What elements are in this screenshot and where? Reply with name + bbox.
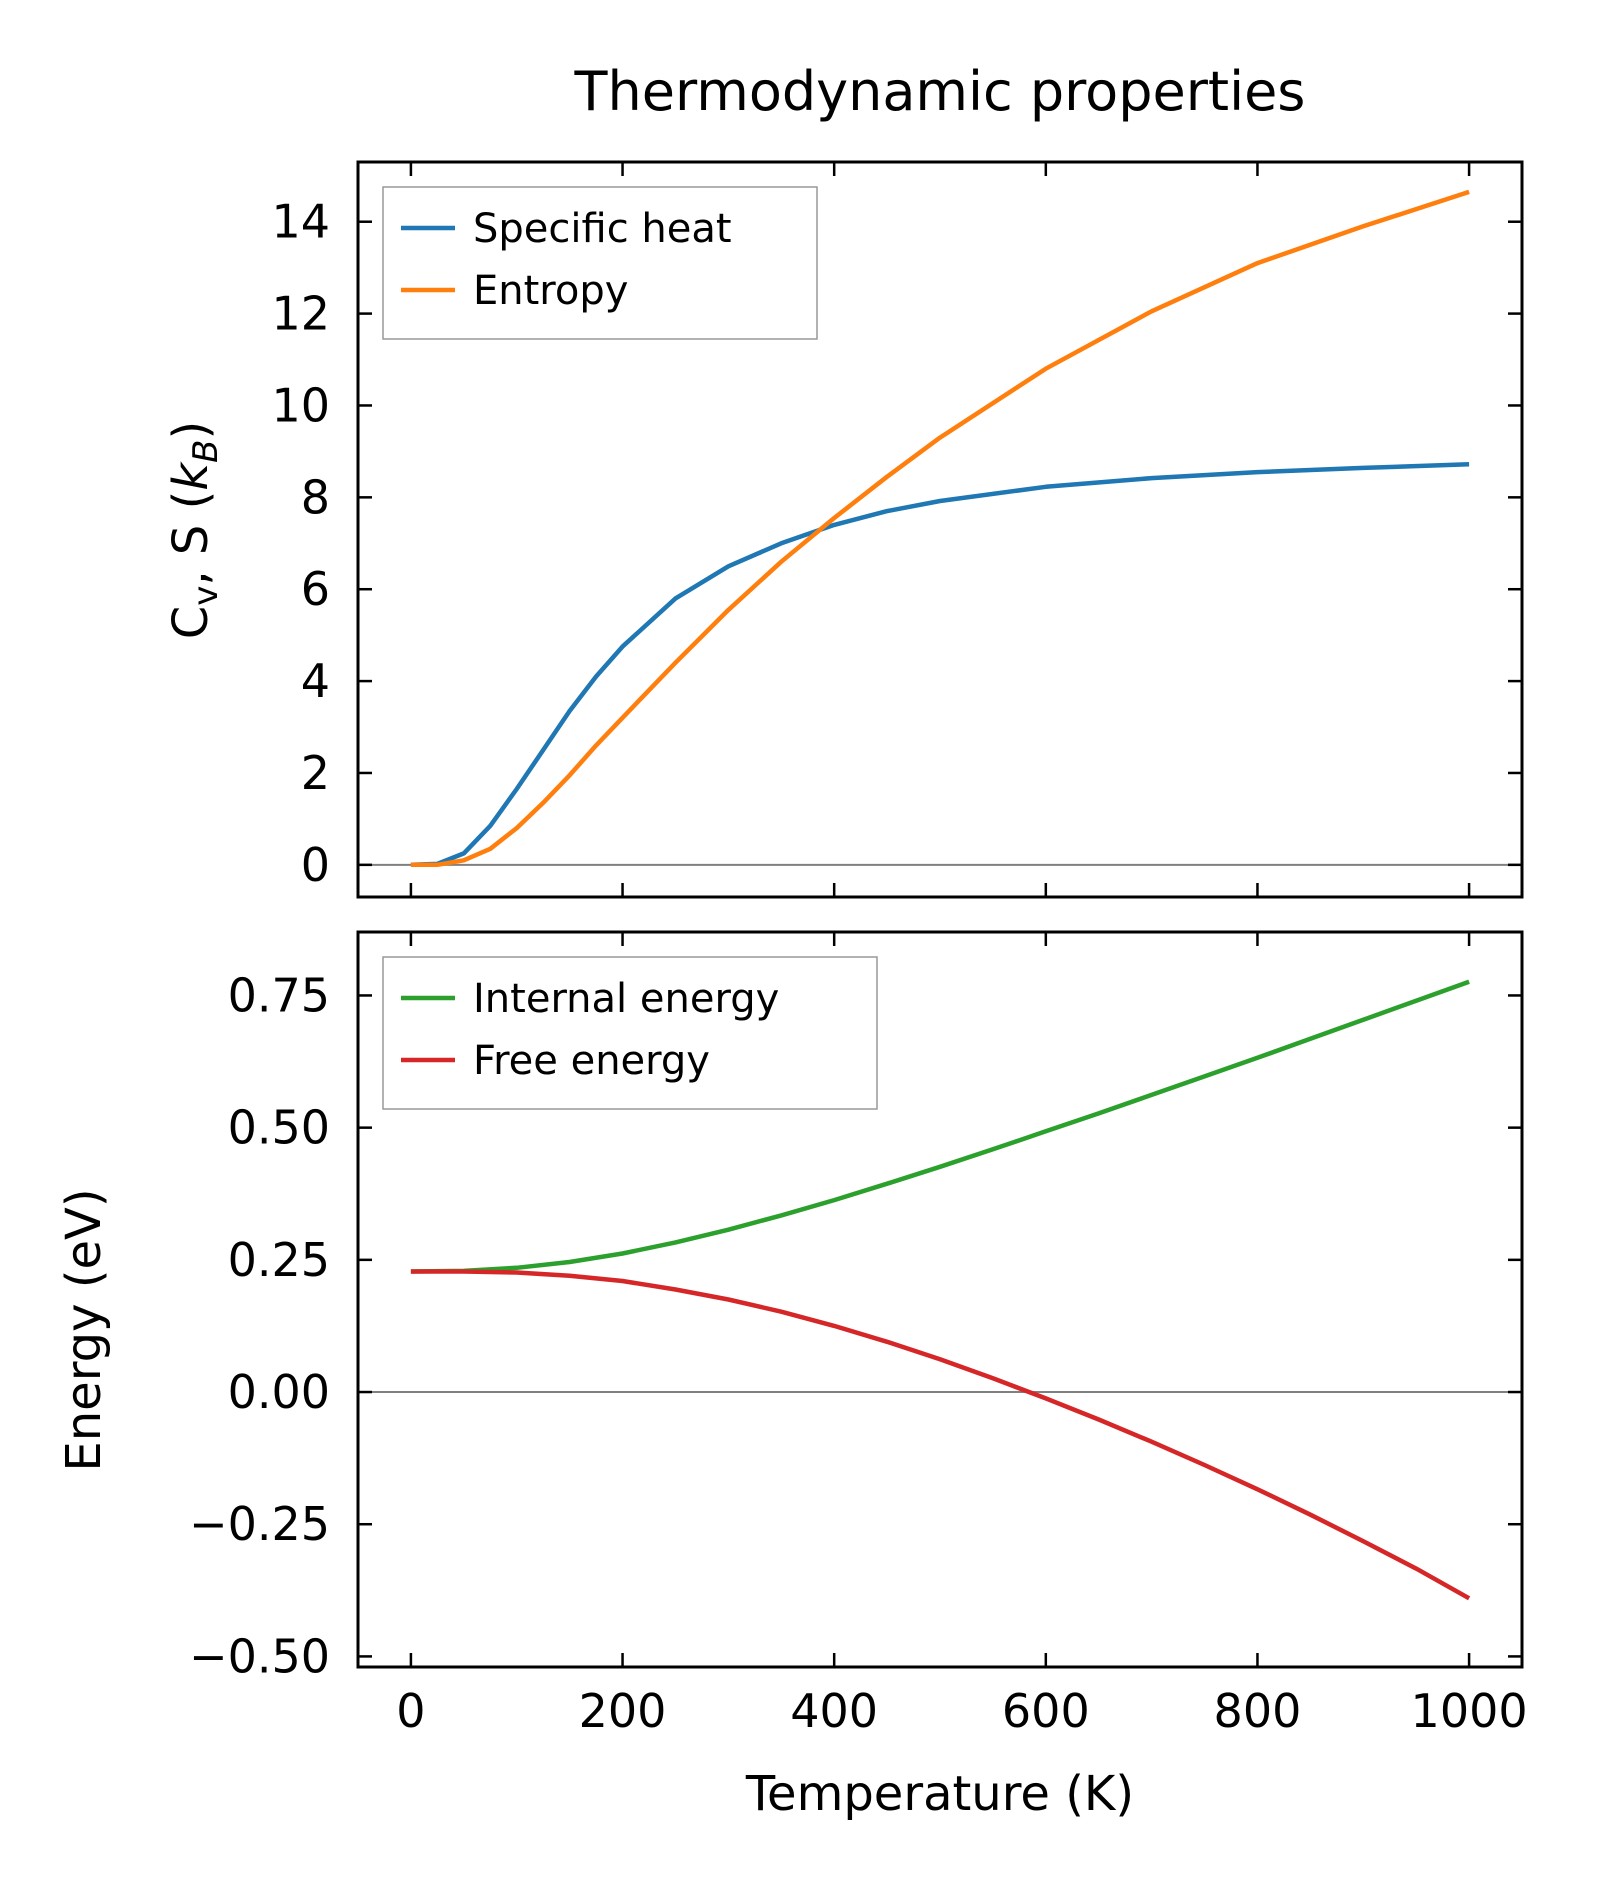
x-tick-label: 600 [1002, 1684, 1090, 1738]
top-panel: 0 2 4 6 8 10 12 14 Specific heat Entropy [271, 160, 1524, 899]
bottom-plot-frame [356, 930, 1524, 1669]
x-tick-label: 1000 [1411, 1684, 1528, 1738]
legend-box [382, 956, 878, 1110]
top-y-tick-label: 2 [301, 746, 330, 800]
legend-label: Specific heat [473, 206, 732, 252]
bottom-y-tick-label: 0.00 [228, 1365, 330, 1419]
bottom-y-tick-label: 0.75 [228, 968, 330, 1022]
top-y-axis-label: Cv, S (kB) [163, 421, 226, 639]
top-y-tick-label: 4 [301, 654, 330, 708]
x-tick-label: 0 [396, 1684, 425, 1738]
legend-box [382, 186, 818, 340]
top-y-tick-label: 12 [271, 287, 330, 341]
x-tick-label: 400 [790, 1684, 878, 1738]
top-y-tick-label: 6 [301, 562, 330, 616]
series-line-internal-energy [410, 979, 1470, 1274]
top-plot-frame [356, 160, 1524, 899]
top-y-tick-label: 14 [271, 195, 330, 249]
legend-label: Entropy [473, 268, 628, 314]
top-y-tick-label: 0 [301, 838, 330, 892]
chart-title: Thermodynamic properties [574, 60, 1306, 123]
top-y-tick-label: 8 [301, 470, 330, 524]
series-line-specific-heat [410, 462, 1470, 868]
bottom-y-tick-label: −0.25 [189, 1497, 330, 1551]
bottom-panel: 0 200 400 600 800 1000 −0.50 −0.25 0.00 0.25 0.50 0… [189, 930, 1528, 1738]
bottom-y-axis-label: Energy (eV) [56, 1188, 112, 1471]
series-line-entropy [410, 189, 1470, 868]
bottom-legend: Internal energy Free energy [382, 956, 878, 1110]
bottom-y-tick-label: 0.25 [228, 1233, 330, 1287]
series-line-free-energy [410, 1269, 1471, 1601]
bottom-y-tick-label: 0.50 [228, 1101, 330, 1155]
bottom-y-tick-label: −0.50 [189, 1629, 330, 1683]
legend-label: Internal energy [473, 976, 779, 1022]
x-tick-label: 800 [1214, 1684, 1302, 1738]
x-axis-label: Temperature (K) [745, 1766, 1134, 1822]
legend-label: Free energy [473, 1038, 710, 1084]
top-y-tick-label: 10 [271, 378, 330, 432]
x-tick-label: 200 [579, 1684, 667, 1738]
top-legend: Specific heat Entropy [382, 186, 818, 340]
